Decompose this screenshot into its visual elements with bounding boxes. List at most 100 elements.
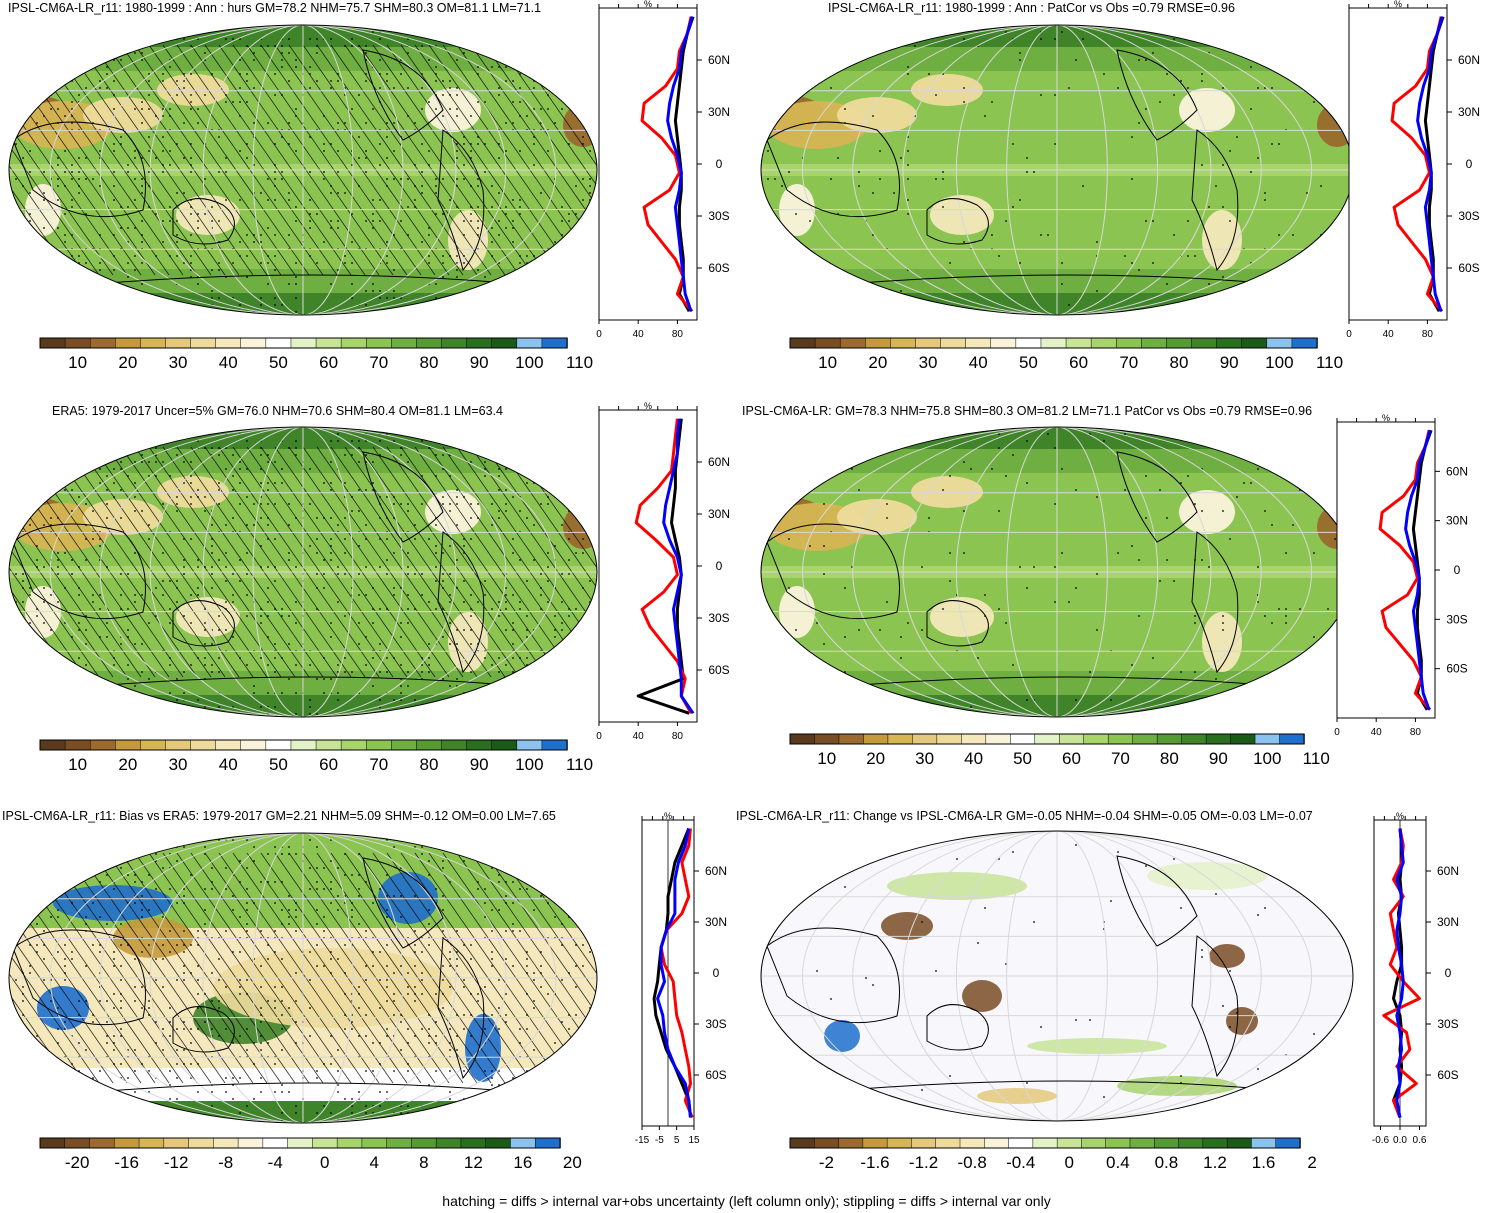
dry-region	[448, 210, 488, 270]
dry-region	[1202, 210, 1242, 270]
colorbar-swatch	[262, 1137, 289, 1149]
colorbar-swatch	[1040, 337, 1067, 349]
panel-3-svg: % 60N 30N 0 30S 60S 0 40 80 10 20 30 40 50 60 70 80 90 100…	[8, 401, 730, 774]
colorbar: -2 -1.6 -1.2 -0.8 -0.4 0 0.4 0.8 1.2 1.6 2	[789, 1137, 1317, 1172]
graticule	[9, 427, 597, 717]
change-region	[977, 1088, 1057, 1104]
graticule	[9, 833, 597, 1123]
colorbar-swatch	[936, 733, 963, 745]
lat-tick-label: 60S	[708, 663, 729, 677]
x-tick-label: -5	[655, 1135, 664, 1146]
map	[760, 24, 1354, 316]
colorbar-swatch	[391, 337, 418, 349]
change-region	[1209, 944, 1245, 968]
colorbar-swatch	[541, 739, 568, 751]
colorbar-swatch	[865, 337, 892, 349]
colorbar-swatch	[516, 739, 543, 751]
lat-tick-label: 0	[713, 966, 720, 980]
colorbar-label: 90	[470, 353, 489, 372]
colorbar-swatch	[534, 1137, 561, 1149]
colorbar-swatch	[862, 1137, 888, 1149]
colorbar-swatch	[138, 1137, 165, 1149]
colorbar-label: 20	[118, 353, 137, 372]
colorbar-swatch	[315, 739, 342, 751]
colorbar-swatch	[1191, 337, 1218, 349]
colorbar-label: 70	[1111, 749, 1130, 768]
lat-tick-label: 0	[716, 559, 723, 573]
dry-region	[448, 612, 488, 672]
lat-tick-label: 60S	[1458, 261, 1479, 275]
x-tick-label: 40	[1371, 727, 1383, 738]
zonal-mean-plot: % 60N 30N 0 30S 60S 0 40 80	[596, 401, 730, 742]
graticule	[761, 831, 1353, 1121]
lat-tick-label: 60S	[705, 1068, 726, 1082]
lat-tick-label: 30N	[705, 915, 727, 929]
colorbar-swatch	[1141, 337, 1168, 349]
lat-tick-label: 0	[1445, 966, 1452, 980]
bias-region	[37, 986, 89, 1030]
zonal-mean-plot: % 60N 30N 0 30S 60S -0.6 0.0 0.6	[1372, 811, 1459, 1146]
colorbar-swatch	[190, 337, 217, 349]
dry-region	[157, 476, 229, 508]
colorbar-label: 110	[566, 353, 593, 372]
colorbar-label: 70	[1119, 353, 1138, 372]
africa-coast	[12, 929, 146, 1026]
colorbar-label: 30	[915, 749, 934, 768]
south-america-coast	[1191, 531, 1239, 674]
colorbar-label: 10	[818, 353, 837, 372]
colorbar-label: -1.2	[909, 1153, 938, 1172]
zonal-series-line	[1416, 16, 1444, 312]
zonal-unit-label: %	[1394, 0, 1402, 9]
map	[760, 426, 1354, 718]
colorbar-frame	[789, 337, 1318, 349]
change-region	[962, 980, 1002, 1012]
colorbar-swatch	[935, 1137, 961, 1149]
colorbar-swatch	[416, 739, 443, 751]
colorbar-label: 70	[369, 755, 388, 774]
map-outline	[8, 832, 598, 1124]
colorbar-swatch	[886, 1137, 913, 1149]
australia-coast	[172, 198, 235, 245]
colorbar-label: 80	[1170, 353, 1189, 372]
colorbar-swatch	[215, 337, 242, 349]
change-region	[1226, 1007, 1258, 1035]
dry-region	[157, 74, 229, 106]
change-region	[881, 912, 933, 940]
dry-region	[911, 476, 983, 508]
africa-coast	[766, 121, 900, 218]
colorbar-swatch	[1216, 337, 1243, 349]
colorbar-label: 60	[319, 353, 338, 372]
graticule	[761, 427, 1353, 717]
map	[8, 832, 598, 1124]
colorbar-label: 100	[515, 755, 543, 774]
colorbar-label: 60	[1062, 749, 1081, 768]
colorbar-swatch	[290, 337, 317, 349]
colorbar-label: 10	[68, 755, 87, 774]
lat-tick-label: 30S	[708, 209, 729, 223]
colorbar-swatch	[416, 337, 443, 349]
lat-tick-label: 0	[1454, 563, 1461, 577]
colorbar-swatch	[115, 337, 142, 349]
colorbar-label: 90	[1209, 749, 1228, 768]
colorbar-label: 12	[464, 1153, 483, 1172]
colorbar-label: 8	[419, 1153, 428, 1172]
colorbar-label: 40	[964, 749, 983, 768]
x-tick-label: 80	[1422, 329, 1434, 340]
australia-coast	[926, 600, 989, 647]
colorbar-swatch	[466, 337, 493, 349]
colorbar-swatch	[959, 1137, 986, 1149]
colorbar-label: 40	[969, 353, 988, 372]
zonal-series-line	[656, 828, 692, 1118]
map-outline	[8, 426, 598, 718]
dry-region	[837, 499, 917, 535]
zonal-unit-label: %	[1396, 811, 1404, 821]
colorbar-swatch	[1090, 337, 1117, 349]
colorbar-frame	[39, 1137, 561, 1149]
colorbar-label: -12	[164, 1153, 189, 1172]
colorbar-label: 60	[319, 755, 338, 774]
lat-tick-label: 30S	[1437, 1017, 1458, 1031]
change-region	[1027, 1038, 1167, 1054]
dry-region	[1179, 88, 1235, 132]
colorbar-swatch	[887, 733, 914, 745]
colorbar-swatch	[984, 1137, 1010, 1149]
